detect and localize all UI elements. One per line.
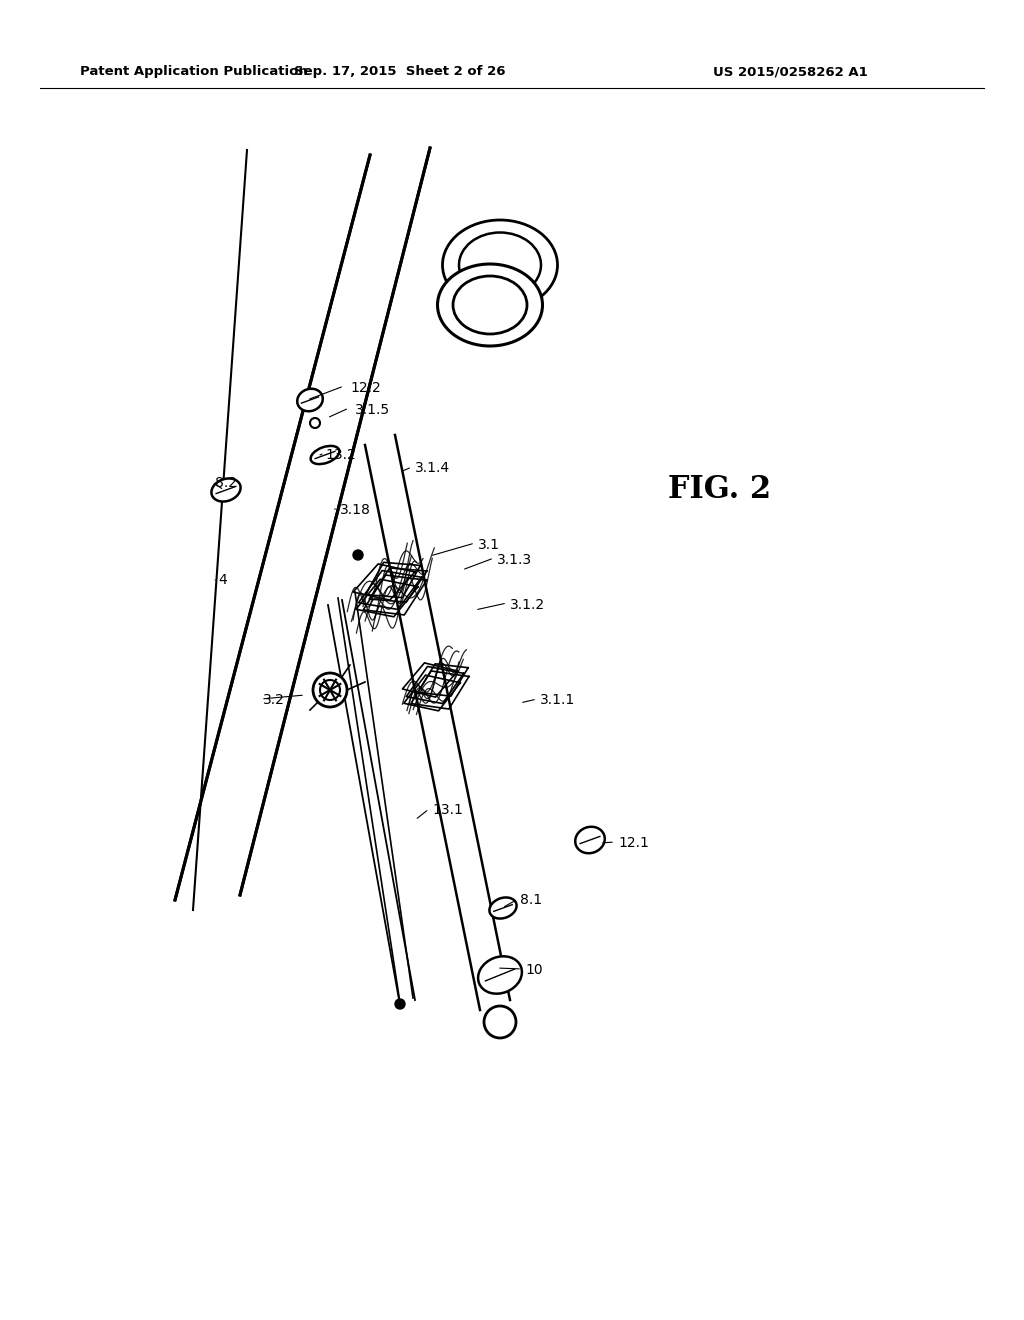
Circle shape — [395, 999, 406, 1008]
Ellipse shape — [310, 446, 339, 465]
Circle shape — [484, 1006, 516, 1038]
Text: Patent Application Publication: Patent Application Publication — [80, 66, 308, 78]
Circle shape — [310, 418, 319, 428]
Text: 3.1: 3.1 — [478, 539, 500, 552]
Circle shape — [353, 550, 362, 560]
Polygon shape — [365, 436, 510, 1010]
Polygon shape — [328, 601, 415, 1005]
Text: 3.2: 3.2 — [263, 693, 285, 708]
Ellipse shape — [211, 478, 241, 502]
Text: 10: 10 — [525, 964, 543, 977]
Ellipse shape — [478, 956, 522, 994]
Ellipse shape — [297, 389, 323, 412]
Text: 13.1: 13.1 — [432, 803, 463, 817]
Text: 8.1: 8.1 — [520, 894, 542, 907]
Polygon shape — [175, 148, 430, 900]
Text: 3.1.5: 3.1.5 — [355, 403, 390, 417]
Text: 3.1.2: 3.1.2 — [510, 598, 545, 612]
Text: Sep. 17, 2015  Sheet 2 of 26: Sep. 17, 2015 Sheet 2 of 26 — [294, 66, 506, 78]
Text: 4: 4 — [218, 573, 226, 587]
Text: 3.1.1: 3.1.1 — [540, 693, 575, 708]
Text: US 2015/0258262 A1: US 2015/0258262 A1 — [713, 66, 867, 78]
Circle shape — [313, 673, 347, 708]
Text: 3.1.3: 3.1.3 — [497, 553, 532, 568]
Ellipse shape — [437, 264, 543, 346]
Text: FIG. 2: FIG. 2 — [669, 474, 771, 506]
Ellipse shape — [453, 276, 527, 334]
Text: 13.2: 13.2 — [325, 447, 355, 462]
Text: 3.18: 3.18 — [340, 503, 371, 517]
Circle shape — [319, 680, 340, 700]
Ellipse shape — [459, 232, 541, 297]
Text: 3.1.4: 3.1.4 — [415, 461, 451, 475]
Text: 8.2: 8.2 — [215, 477, 237, 490]
Text: 12.2: 12.2 — [350, 381, 381, 395]
Text: 12.1: 12.1 — [618, 836, 649, 850]
Ellipse shape — [442, 220, 557, 310]
Ellipse shape — [489, 898, 516, 919]
Ellipse shape — [575, 826, 605, 853]
